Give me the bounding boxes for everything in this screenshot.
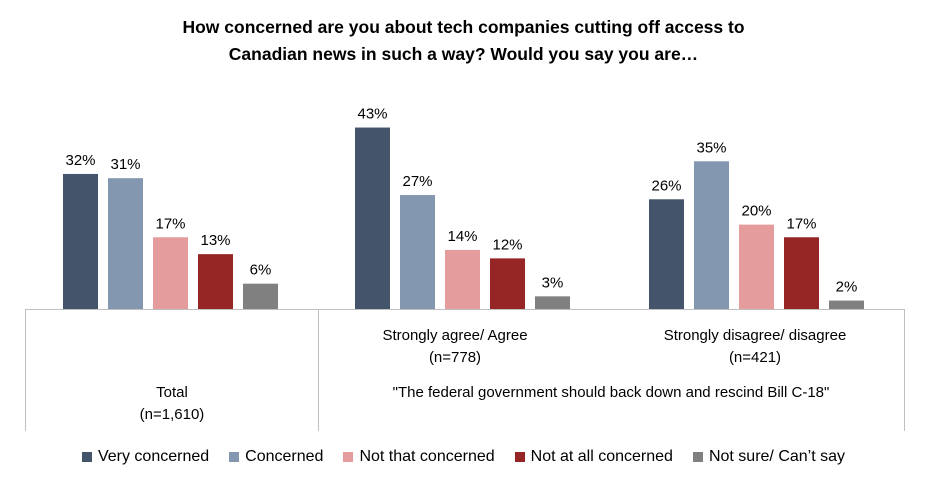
data-label: 26% bbox=[651, 177, 681, 194]
chart-title-line-1: How concerned are you about tech compani… bbox=[182, 17, 745, 37]
bar bbox=[649, 199, 684, 309]
category-sample-size: (n=778) bbox=[429, 349, 481, 366]
legend-swatch bbox=[514, 452, 525, 462]
data-label: 35% bbox=[696, 139, 726, 156]
bar bbox=[63, 173, 98, 309]
bar bbox=[243, 283, 278, 309]
legend-item: Concerned bbox=[229, 448, 323, 466]
data-label: 43% bbox=[357, 106, 387, 123]
legend-item: Not sure/ Can’t say bbox=[692, 448, 846, 466]
group-header-label: "The federal government should back down… bbox=[393, 384, 830, 401]
bar bbox=[535, 296, 570, 309]
bar bbox=[739, 224, 774, 309]
category-label: Total bbox=[156, 384, 188, 401]
data-label: 6% bbox=[250, 262, 272, 279]
category-label: Strongly agree/ Agree bbox=[382, 327, 527, 344]
data-label: 2% bbox=[836, 279, 858, 296]
bar bbox=[355, 127, 390, 309]
data-label: 32% bbox=[65, 152, 95, 169]
legend-swatch bbox=[81, 452, 92, 462]
legend-label: Not at all concerned bbox=[530, 448, 673, 465]
legend-item: Not at all concerned bbox=[514, 448, 673, 466]
legend-label: Not sure/ Can’t say bbox=[708, 448, 846, 465]
chart-title: How concerned are you about tech compani… bbox=[0, 14, 927, 68]
category-sample-size: (n=421) bbox=[729, 349, 781, 366]
data-label: 17% bbox=[155, 215, 185, 232]
legend-label: Not that concerned bbox=[359, 448, 495, 465]
legend-swatch bbox=[343, 452, 354, 462]
bar bbox=[198, 254, 233, 309]
bar bbox=[829, 300, 864, 309]
bar bbox=[400, 195, 435, 309]
legend: Very concerned Concerned Not that concerne… bbox=[0, 448, 927, 466]
data-label: 20% bbox=[741, 203, 771, 220]
data-label: 12% bbox=[492, 236, 522, 253]
legend-item: Very concerned bbox=[81, 448, 210, 466]
data-label: 3% bbox=[542, 274, 564, 291]
bar bbox=[490, 258, 525, 309]
legend-label: Very concerned bbox=[97, 448, 210, 465]
legend-label: Concerned bbox=[245, 448, 324, 465]
bar bbox=[108, 178, 143, 309]
bar bbox=[153, 237, 188, 309]
bar bbox=[784, 237, 819, 309]
data-label: 31% bbox=[110, 156, 140, 173]
legend-item: Not that concerned bbox=[343, 448, 495, 466]
data-label: 13% bbox=[200, 232, 230, 249]
bar-chart: 32% 31% 17% 13% 6% 43% 27% 14% 12% 3% 26% 35% 20% 17%… bbox=[25, 106, 905, 431]
data-label: 27% bbox=[402, 173, 432, 190]
bar bbox=[694, 161, 729, 309]
bar bbox=[445, 249, 480, 309]
data-label: 14% bbox=[447, 228, 477, 245]
chart-title-line-2: Canadian news in such a way? Would you s… bbox=[228, 44, 699, 64]
legend-swatch bbox=[692, 452, 703, 462]
data-label: 17% bbox=[786, 215, 816, 232]
category-sample-size: (n=1,610) bbox=[140, 406, 205, 423]
legend-swatch bbox=[229, 452, 240, 462]
category-label: Strongly disagree/ disagree bbox=[664, 327, 847, 344]
